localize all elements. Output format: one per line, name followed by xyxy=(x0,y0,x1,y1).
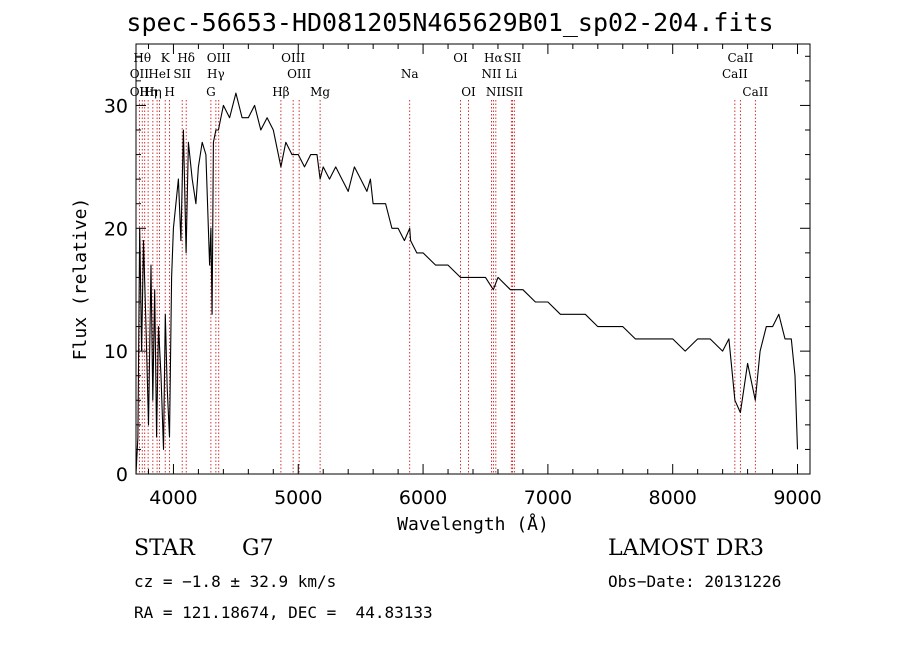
line-marker-label: OIII xyxy=(287,67,311,81)
line-marker-label: H xyxy=(164,85,174,99)
x-tick-label: 8000 xyxy=(649,487,697,509)
line-marker-label: OI xyxy=(461,85,476,99)
y-tick-label: 0 xyxy=(116,464,128,486)
line-marker-label: Mg xyxy=(310,85,330,99)
obs-date-label: Obs−Date: 20131226 xyxy=(608,572,782,591)
line-marker-label: OI xyxy=(453,51,468,65)
redshift-label: cz = −1.8 ± 32.9 km/s xyxy=(134,572,337,591)
line-marker-label: OIII xyxy=(207,51,231,65)
line-marker-label: OII xyxy=(130,67,150,81)
line-marker-label: Hη xyxy=(144,85,162,99)
line-marker-label: SII xyxy=(173,67,191,81)
object-class: STAR xyxy=(134,536,195,561)
line-marker-label: CaII xyxy=(727,51,753,65)
line-marker-label: SII xyxy=(504,51,522,65)
line-marker-label: CaII xyxy=(742,85,768,99)
line-marker-label: Hα xyxy=(484,51,503,65)
line-marker-label: K xyxy=(161,51,171,65)
axes-layer: 4000 5000 6000 7000 8000 9000 0 10 20 30 Wavelengt… xyxy=(70,43,822,535)
y-axis-label: Flux (relative) xyxy=(70,198,91,361)
line-marker-label: HeI xyxy=(148,67,171,81)
object-subclass: G7 xyxy=(242,536,274,561)
x-tick-label: 5000 xyxy=(274,487,322,509)
spectrum-line xyxy=(135,92,799,475)
line-marker-label: NII xyxy=(481,67,501,81)
x-tick-label: 4000 xyxy=(149,487,197,509)
line-marker-label: Hδ xyxy=(177,51,195,65)
plot-frame xyxy=(135,43,811,475)
y-tick-label: 30 xyxy=(104,95,128,117)
chart-title: spec-56653-HD081205N465629B01_sp02-204.f… xyxy=(126,8,774,37)
line-marker-label: Hη xyxy=(139,85,157,99)
series-layer xyxy=(135,92,799,475)
survey-label: LAMOST DR3 xyxy=(608,536,764,561)
line-marker-label: OIII xyxy=(281,51,305,65)
x-tick-label: 9000 xyxy=(773,487,821,509)
line-marker-label: Li xyxy=(505,67,517,81)
line-marker-label: NII xyxy=(486,85,506,99)
line-marker-label: G xyxy=(206,85,216,99)
annotation-0: Na xyxy=(401,67,419,81)
x-tick-label: 6000 xyxy=(399,487,447,509)
line-marker-label: SII xyxy=(505,85,523,99)
line-marker-label: Hθ xyxy=(133,51,151,65)
x-axis-label: Wavelength (Å) xyxy=(397,513,549,535)
y-tick-label: 10 xyxy=(104,341,128,363)
x-tick-label: 7000 xyxy=(524,487,572,509)
y-tick-label: 20 xyxy=(104,218,128,240)
line-marker-label: Hγ xyxy=(207,67,225,81)
radec-label: RA = 121.18674, DEC = 44.83133 xyxy=(134,603,433,622)
line-marker-label: Hβ xyxy=(272,85,289,99)
line-marker-label: CaII xyxy=(722,67,748,81)
line-marker-label: OII xyxy=(130,85,150,99)
